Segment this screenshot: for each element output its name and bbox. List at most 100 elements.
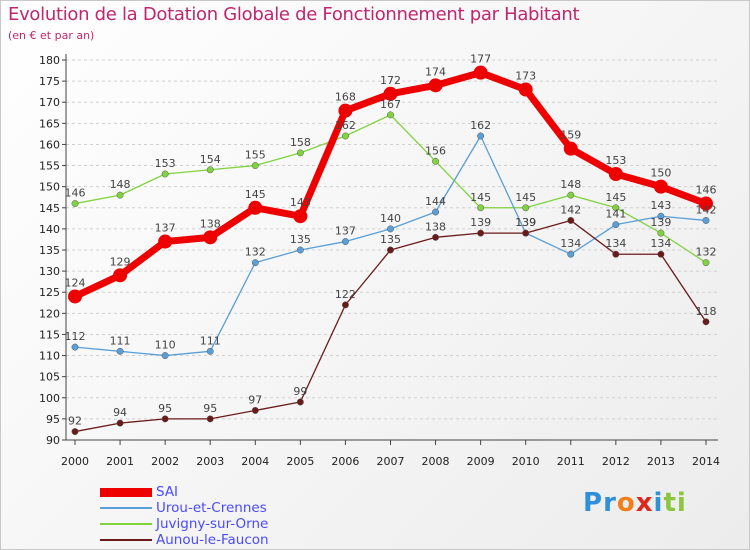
y-tick-label: 130 bbox=[39, 265, 60, 278]
data-label: 134 bbox=[605, 237, 626, 250]
data-label: 124 bbox=[65, 276, 86, 289]
data-label: 129 bbox=[110, 255, 131, 268]
proxiti-logo: Proxiti bbox=[583, 488, 687, 518]
y-tick-label: 120 bbox=[39, 307, 60, 320]
data-point bbox=[251, 259, 259, 267]
data-point bbox=[206, 415, 214, 423]
data-label: 140 bbox=[380, 212, 401, 225]
x-tick-label: 2004 bbox=[241, 455, 269, 468]
data-label: 168 bbox=[335, 91, 356, 104]
data-point bbox=[206, 166, 214, 174]
x-tick-label: 2009 bbox=[467, 455, 495, 468]
y-tick-label: 150 bbox=[39, 181, 60, 194]
data-label: 145 bbox=[245, 188, 266, 201]
legend-label: Aunou-le-Faucon bbox=[156, 532, 269, 548]
series-aunou-le-faucon bbox=[71, 216, 710, 436]
data-label: 173 bbox=[515, 70, 536, 83]
data-label: 95 bbox=[203, 402, 217, 415]
logo-letter: P bbox=[583, 488, 604, 518]
data-label: 122 bbox=[335, 288, 356, 301]
data-point bbox=[116, 419, 124, 427]
data-point bbox=[428, 78, 443, 93]
data-label: 145 bbox=[605, 191, 626, 204]
logo-letter: i bbox=[676, 488, 687, 518]
data-point bbox=[567, 250, 575, 258]
data-label: 172 bbox=[380, 74, 401, 87]
data-label: 132 bbox=[695, 246, 716, 259]
data-point bbox=[161, 415, 169, 423]
x-tick-label: 2014 bbox=[692, 455, 720, 468]
data-label: 137 bbox=[335, 225, 356, 238]
data-point bbox=[71, 200, 79, 208]
data-point bbox=[387, 246, 394, 254]
data-label: 143 bbox=[650, 199, 671, 212]
data-point bbox=[522, 229, 530, 237]
data-point bbox=[203, 230, 218, 245]
y-tick-label: 175 bbox=[39, 75, 60, 88]
data-point bbox=[296, 149, 304, 157]
data-point bbox=[341, 238, 349, 246]
y-tick-label: 165 bbox=[39, 117, 60, 130]
data-point bbox=[657, 250, 665, 258]
data-label: 94 bbox=[113, 406, 127, 419]
y-tick-label: 90 bbox=[46, 434, 60, 447]
x-tick-label: 2008 bbox=[422, 455, 450, 468]
data-label: 162 bbox=[335, 119, 356, 132]
data-label: 99 bbox=[293, 385, 307, 398]
x-tick-label: 2010 bbox=[512, 455, 540, 468]
data-label: 142 bbox=[695, 203, 716, 216]
line-chart: 90 95 100 105 110 115 120 125 130 135 140 145 150 155… bbox=[39, 53, 720, 468]
data-label: 150 bbox=[650, 167, 671, 180]
x-tick-label: 2003 bbox=[196, 455, 224, 468]
data-point bbox=[71, 343, 79, 351]
data-point bbox=[158, 234, 173, 249]
data-point bbox=[432, 157, 440, 165]
x-tick-label: 2002 bbox=[151, 455, 179, 468]
data-label: 153 bbox=[155, 157, 176, 170]
data-label: 158 bbox=[290, 136, 311, 149]
data-point bbox=[702, 259, 710, 267]
data-point bbox=[567, 191, 575, 199]
data-point bbox=[432, 233, 440, 241]
data-label: 97 bbox=[248, 393, 262, 406]
legend-swatch bbox=[100, 523, 152, 525]
data-point bbox=[296, 246, 304, 254]
data-label: 155 bbox=[245, 149, 266, 162]
data-point bbox=[341, 301, 349, 309]
data-point bbox=[567, 216, 575, 224]
x-tick-label: 2011 bbox=[557, 455, 585, 468]
data-label: 142 bbox=[560, 203, 581, 216]
data-labels-layer: 146 148 153 154 155 158 162 167 156 145 145 148 145 1… bbox=[65, 53, 717, 428]
data-label: 110 bbox=[155, 339, 176, 352]
logo-letter: t bbox=[663, 488, 677, 518]
legend-swatch bbox=[100, 487, 152, 497]
data-label: 144 bbox=[425, 195, 446, 208]
data-point bbox=[612, 221, 620, 229]
data-label: 111 bbox=[110, 334, 131, 347]
data-point bbox=[702, 318, 710, 326]
data-label: 148 bbox=[110, 178, 131, 191]
data-label: 177 bbox=[470, 53, 491, 66]
data-label: 162 bbox=[470, 119, 491, 132]
legend-label: Urou-et-Crennes bbox=[156, 500, 267, 516]
data-label: 154 bbox=[200, 153, 221, 166]
data-label: 132 bbox=[245, 246, 266, 259]
data-label: 148 bbox=[560, 178, 581, 191]
data-point bbox=[71, 428, 79, 436]
x-tick-label: 2013 bbox=[647, 455, 675, 468]
logo-letter: i bbox=[653, 488, 664, 518]
data-label: 145 bbox=[470, 191, 491, 204]
data-label: 137 bbox=[155, 222, 176, 235]
data-point bbox=[387, 111, 394, 119]
series-sai bbox=[68, 65, 713, 304]
data-point bbox=[477, 204, 485, 212]
data-label: 138 bbox=[200, 217, 221, 230]
data-label: 134 bbox=[650, 237, 671, 250]
data-point bbox=[563, 141, 578, 156]
data-point bbox=[657, 212, 665, 220]
y-tick-label: 100 bbox=[39, 392, 60, 405]
data-point bbox=[657, 229, 665, 237]
data-label: 134 bbox=[560, 237, 581, 250]
logo-letter: o bbox=[616, 488, 636, 518]
data-point bbox=[296, 398, 304, 406]
